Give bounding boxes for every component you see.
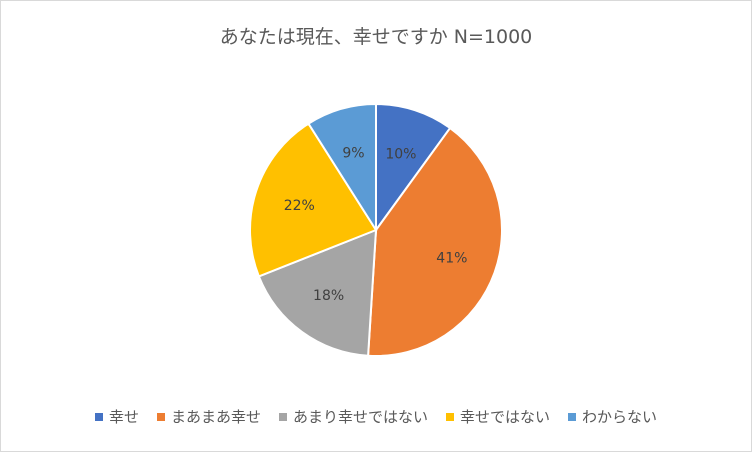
pie-slice [307,102,377,234]
pie-slice [367,126,503,357]
legend-item: わからない [568,406,657,427]
data-label: 41% [436,250,467,266]
pie-slice [375,102,452,234]
legend: 幸せ まあまあ幸せ あまり幸せではない 幸せではない わからない [0,406,752,427]
legend-label: 幸せ [108,408,139,426]
legend-item: 幸せ [94,406,139,427]
chart-title: あなたは現在、幸せですか N=1000 [219,26,533,48]
legend-swatch [278,412,287,421]
data-label: 22% [284,198,315,214]
legend-item: 幸せではない [446,406,550,427]
legend-swatch [94,412,103,421]
data-label: 18% [313,288,344,304]
pie-slice [249,122,378,278]
legend-swatch [156,412,165,421]
data-label: 9% [342,146,364,162]
data-label: 10% [385,146,416,162]
pie-slice [257,228,378,357]
legend-label: わからない [582,408,658,426]
legend-swatch [568,412,577,421]
legend-item: まあまあ幸せ [156,406,261,427]
legend-label: あまり幸せではない [292,408,428,426]
legend-swatch [446,412,454,421]
legend-label: 幸せではない [460,408,551,426]
legend-item: あまり幸せではない [278,406,428,427]
legend-label: まあまあ幸せ [170,408,261,426]
